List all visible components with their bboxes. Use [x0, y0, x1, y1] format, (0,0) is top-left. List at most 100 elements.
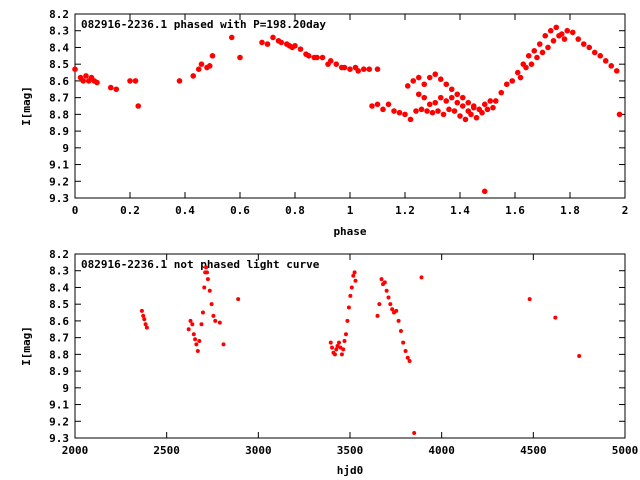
phased-xtick-label: 0.4 [175, 204, 195, 217]
phased-data-point [259, 39, 265, 46]
unphased-data-point [217, 320, 222, 325]
phased-data-point [443, 81, 450, 88]
unphased-ytick-label: 8.2 [49, 248, 69, 261]
phased-data-point [195, 66, 202, 72]
phased-xtick-label: 1.4 [450, 204, 470, 217]
unphased-plot-panel: 082916-2236.1 not phased light curve hjd… [20, 248, 638, 477]
phased-plot-ticks: 0 0.2 0.4 0.6 0.8 1 1.2 1.4 1.6 1.8 2 8.2 8.3 8.4 8.5 8… [49, 8, 628, 217]
phased-data-point [135, 103, 142, 109]
phased-data-point [198, 61, 205, 67]
phased-data-point [421, 94, 428, 101]
phased-data-point [556, 32, 562, 39]
unphased-data-point [419, 275, 424, 280]
unphased-data-point [197, 338, 202, 343]
unphased-data-point [349, 285, 354, 290]
unphased-data-point [348, 293, 353, 298]
unphased-data-point [339, 352, 344, 357]
phased-data-point [523, 64, 529, 71]
phased-data-point [473, 114, 480, 121]
unphased-data-point [577, 354, 582, 359]
phased-data-point [327, 58, 334, 64]
phased-data-point [402, 111, 408, 118]
unphased-ytick-label: 9.2 [49, 415, 69, 428]
phased-data-point [481, 101, 488, 108]
phased-data-point [459, 94, 466, 101]
phased-data-point [94, 79, 100, 86]
unphased-data-point [199, 322, 204, 327]
unphased-data-point [194, 342, 199, 347]
phased-ytick-label: 8.7 [49, 92, 69, 105]
unphased-ytick-label: 8.8 [49, 348, 69, 361]
phased-data-point [465, 108, 472, 114]
phased-ytick-label: 9 [62, 142, 69, 155]
phased-plot-panel: 082916-2236.1 phased with P=198.20day ph… [20, 8, 628, 238]
unphased-data-point [352, 270, 357, 275]
phased-xtick-label: 1.8 [560, 204, 580, 217]
unphased-ytick-label: 9 [62, 382, 69, 395]
phased-data-point [190, 73, 197, 79]
unphased-data-point [384, 288, 389, 293]
phased-data-point [613, 68, 620, 74]
phased-ytick-label: 8.9 [49, 125, 69, 138]
phased-data-point [569, 29, 576, 36]
phased-data-point [539, 49, 546, 56]
unphased-data-point [190, 322, 195, 327]
phased-data-point [534, 54, 540, 61]
phased-ytick-label: 8.8 [49, 108, 69, 121]
phased-data-point [319, 54, 326, 61]
phased-data-point [270, 34, 276, 41]
phased-data-point [424, 108, 430, 114]
unphased-ytick-label: 8.7 [49, 332, 69, 345]
phased-xtick-label: 1 [347, 204, 354, 217]
phased-data-point [432, 71, 439, 78]
unphased-data-point [337, 340, 341, 345]
phased-data-point [385, 101, 392, 108]
unphased-data-point [191, 332, 196, 337]
phased-plot-xlabel: phase [333, 225, 366, 238]
unphased-data-point [351, 273, 356, 278]
phased-data-point [413, 108, 419, 114]
phased-data-point [476, 106, 483, 113]
unphased-data-point [207, 288, 212, 293]
phased-data-point [410, 78, 417, 84]
unphased-data-point [144, 325, 149, 330]
phased-data-point [437, 94, 444, 101]
unphased-data-point [390, 307, 395, 312]
phased-data-point [536, 41, 543, 47]
unphased-data-point [330, 345, 335, 350]
phased-data-point [341, 64, 348, 71]
phased-ytick-label: 9.3 [49, 192, 69, 205]
phased-data-point [432, 99, 439, 106]
phased-data-point [374, 101, 381, 108]
unphased-data-point [335, 344, 340, 348]
phased-data-point [616, 111, 623, 118]
phased-data-point [586, 44, 593, 51]
phased-data-point [107, 84, 114, 91]
phased-ytick-label: 9.1 [49, 159, 69, 172]
unphased-data-point [382, 280, 387, 285]
phased-data-point [426, 74, 433, 81]
phased-data-point [451, 108, 458, 114]
phased-data-point [209, 53, 216, 59]
unphased-data-point [186, 327, 191, 332]
unphased-data-point [334, 347, 339, 352]
unphased-ytick-label: 8.9 [49, 365, 69, 378]
phased-data-point [514, 69, 521, 76]
phased-data-point [347, 66, 353, 72]
phased-data-point [83, 73, 89, 79]
phased-data-point [602, 58, 609, 64]
phased-ytick-label: 8.6 [49, 75, 69, 88]
phased-data-point [369, 103, 375, 109]
phased-data-point [443, 98, 450, 104]
phased-ytick-label: 9.2 [49, 175, 69, 188]
phased-ytick-label: 8.4 [49, 41, 69, 54]
unphased-data-point [396, 318, 401, 323]
phased-data-point [264, 41, 271, 47]
phased-xtick-label: 0.8 [285, 204, 305, 217]
unphased-data-point [328, 340, 333, 345]
phased-ytick-label: 8.5 [49, 58, 69, 71]
phased-data-point [481, 188, 488, 195]
unphased-data-point [221, 342, 226, 347]
unphased-ytick-label: 9.3 [49, 432, 69, 445]
